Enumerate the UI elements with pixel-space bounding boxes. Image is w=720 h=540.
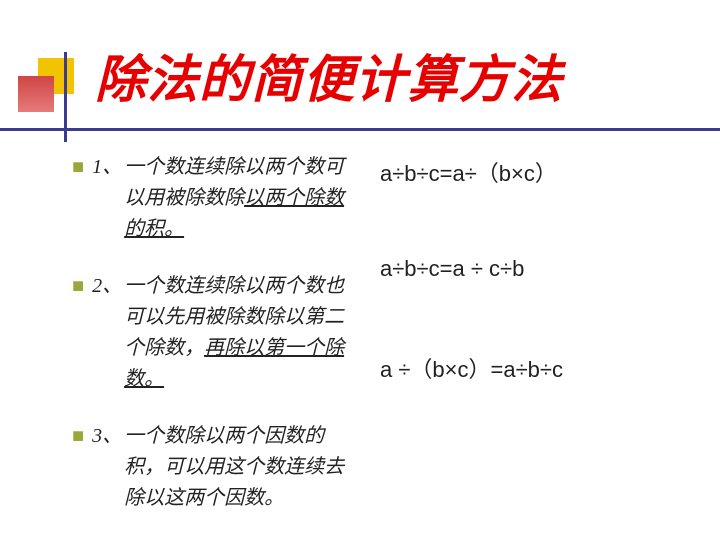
rule-text: 一个数除以两个因数的积，可以用这个数连续去除以这两个因数。 xyxy=(124,421,360,514)
bullet-icon: ■ xyxy=(72,152,84,245)
rule-number: 2、 xyxy=(92,271,122,395)
rule-number: 3、 xyxy=(92,421,122,514)
rule-item: ■ 3、 一个数除以两个因数的积，可以用这个数连续去除以这两个因数。 xyxy=(94,421,360,514)
formula: a÷b÷c=a ÷ c÷b xyxy=(380,256,720,282)
red-square xyxy=(18,76,54,112)
horizontal-line xyxy=(0,128,720,131)
content-area: ■ 1、 一个数连续除以两个数可以用被除数除以两个除数的积。 ■ 2、 一个数连… xyxy=(0,152,720,540)
bullet-icon: ■ xyxy=(72,271,84,395)
rule-item: ■ 1、 一个数连续除以两个数可以用被除数除以两个除数的积。 xyxy=(94,152,360,245)
formulas-column: a÷b÷c=a÷（b×c） a÷b÷c=a ÷ c÷b a ÷（b×c）=a÷b… xyxy=(370,152,720,540)
rules-column: ■ 1、 一个数连续除以两个数可以用被除数除以两个除数的积。 ■ 2、 一个数连… xyxy=(0,152,370,540)
rule-item: ■ 2、 一个数连续除以两个数也可以先用被除数除以第二个除数，再除以第一个除数。 xyxy=(94,271,360,395)
corner-decoration xyxy=(0,58,90,138)
formula: a ÷（b×c）=a÷b÷c xyxy=(380,352,720,384)
bullet-icon: ■ xyxy=(72,421,84,514)
rule-text: 一个数连续除以两个数可以用被除数除以两个除数的积。 xyxy=(124,152,360,245)
rule-text: 一个数连续除以两个数也可以先用被除数除以第二个除数，再除以第一个除数。 xyxy=(124,271,360,395)
page-title: 除法的简便计算方法 xyxy=(95,38,563,112)
formula: a÷b÷c=a÷（b×c） xyxy=(380,156,720,188)
rule-number: 1、 xyxy=(92,152,122,245)
